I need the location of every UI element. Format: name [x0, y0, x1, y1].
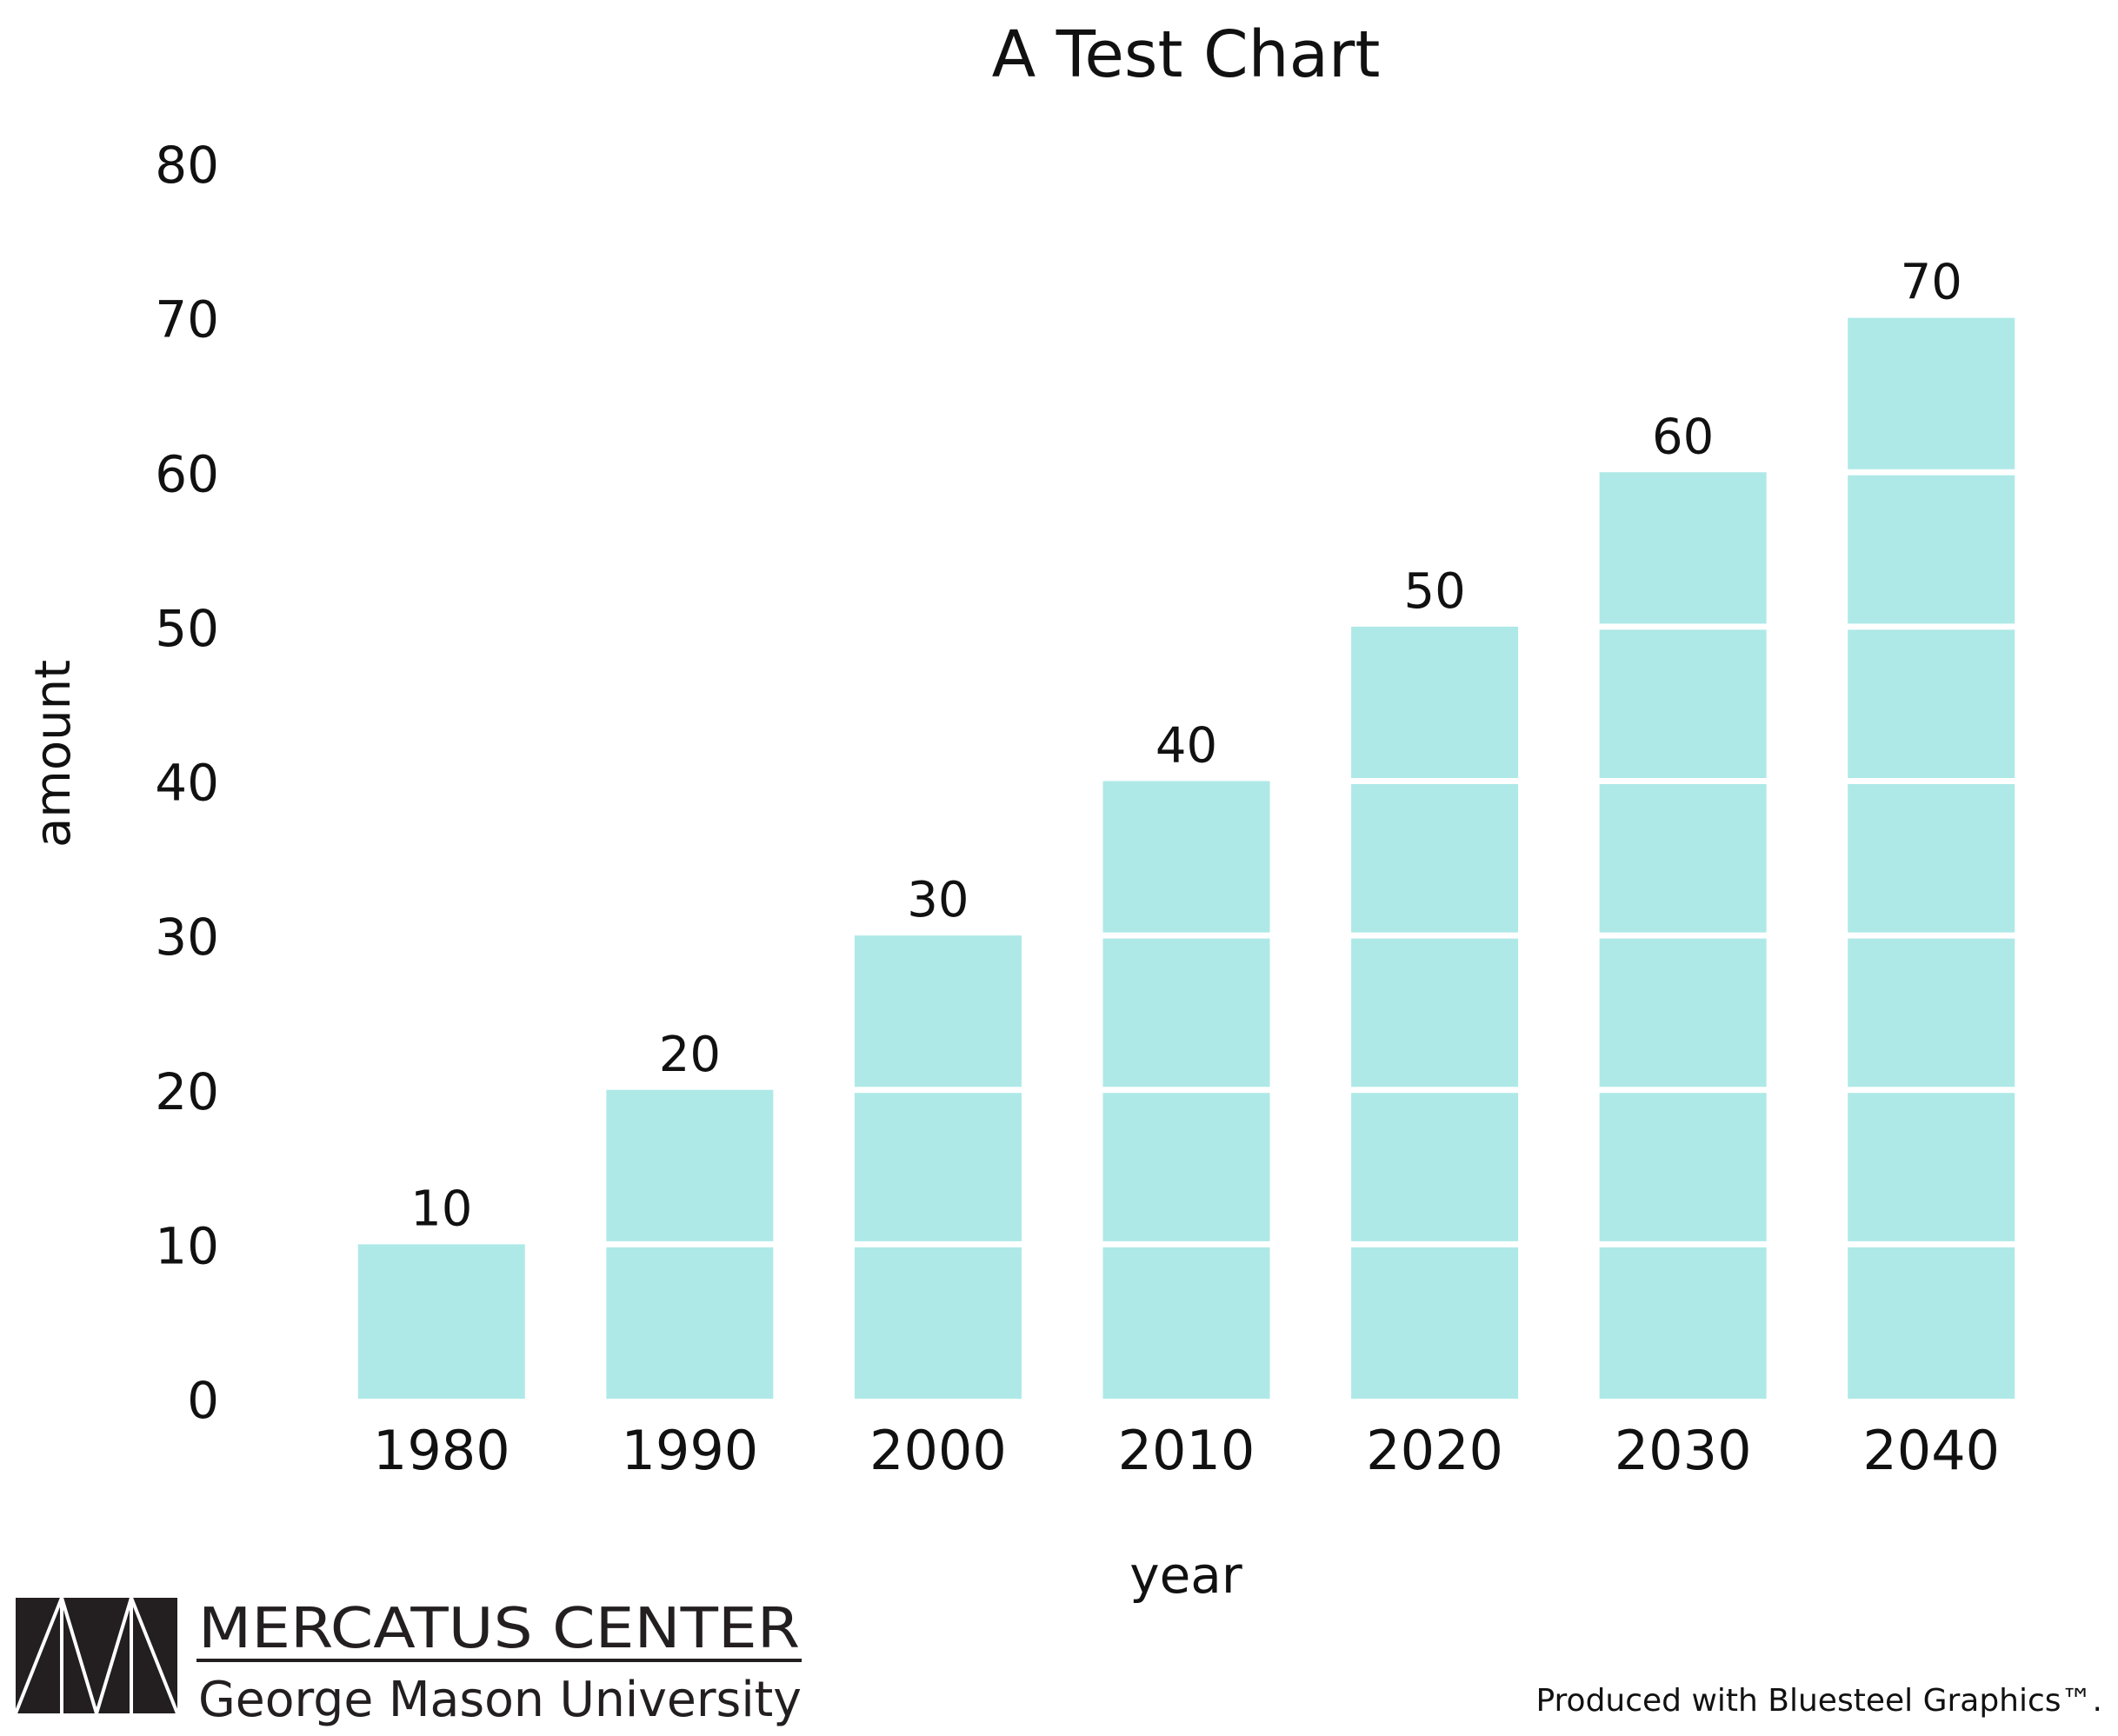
org-subtitle: George Mason University: [198, 1672, 802, 1728]
bar-segment: [1351, 626, 1519, 778]
bar-segment: [1848, 784, 2015, 933]
x-tick-label: 1990: [621, 1419, 758, 1482]
bar-segment: [1848, 1247, 2015, 1399]
y-tick-label: 60: [155, 444, 219, 503]
x-tick-labels: 1980 1990 2000 2010 2020 2030 2040: [373, 1419, 2000, 1482]
credit-text: Produced with Bluesteel Graphics™.: [1535, 1683, 2102, 1719]
data-label: 10: [410, 1181, 472, 1237]
bar-segment: [1102, 1093, 1270, 1241]
bar-segment: [1102, 1247, 1270, 1399]
bar-segment: [854, 1247, 1022, 1399]
bar-segment: [1351, 784, 1519, 933]
bar-segment: [1848, 629, 2015, 778]
chart-title: A Test Chart: [992, 17, 1381, 92]
bar-segment: [357, 1244, 525, 1399]
data-labels: 10 20 30 40 50 60 70: [410, 255, 1962, 1238]
bar-segment: [1848, 938, 2015, 1087]
bar-segment: [1599, 472, 1767, 624]
bar-2020: [1351, 626, 1519, 1399]
bars: [357, 317, 2015, 1399]
y-tick-labels: 0 10 20 30 40 50 60 70 80: [155, 136, 219, 1430]
bar-segment: [854, 935, 1022, 1087]
y-tick-label: 50: [155, 599, 219, 658]
y-tick-label: 30: [155, 908, 219, 967]
bar-segment: [1102, 781, 1270, 933]
mercatus-logo-mark: [14, 1597, 179, 1714]
x-tick-label: 1980: [373, 1419, 510, 1482]
data-label: 30: [907, 872, 969, 928]
bar-segment: [1848, 1093, 2015, 1241]
data-label: 60: [1652, 409, 1714, 465]
bar-segment: [1599, 1247, 1767, 1399]
y-tick-label: 20: [155, 1062, 219, 1121]
bar-segment: [606, 1089, 774, 1241]
data-label: 50: [1403, 563, 1465, 620]
x-tick-label: 2010: [1118, 1419, 1255, 1482]
data-label: 70: [1901, 255, 1962, 311]
bar-2030: [1599, 472, 1767, 1399]
y-tick-label: 40: [155, 754, 219, 813]
y-tick-label: 10: [155, 1216, 219, 1275]
org-name: MERCATUS CENTER: [198, 1597, 800, 1661]
bar-2010: [1102, 781, 1270, 1399]
bar-segment: [1599, 1093, 1767, 1241]
bar-segment: [1102, 938, 1270, 1087]
bar-segment: [1351, 938, 1519, 1087]
bar-segment: [1599, 784, 1767, 933]
bar-segment: [1351, 1093, 1519, 1241]
x-tick-label: 2030: [1615, 1419, 1752, 1482]
bar-2040: [1848, 317, 2015, 1399]
bar-2000: [854, 935, 1022, 1399]
bar-1990: [606, 1089, 774, 1399]
y-tick-label: 80: [155, 136, 219, 195]
bar-1980: [357, 1244, 525, 1399]
bar-segment: [606, 1247, 774, 1399]
data-label: 40: [1156, 718, 1217, 775]
x-tick-label: 2040: [1862, 1419, 2000, 1482]
bar-segment: [1599, 938, 1767, 1087]
x-tick-label: 2000: [869, 1419, 1007, 1482]
x-tick-label: 2020: [1366, 1419, 1503, 1482]
y-axis-label: amount: [25, 660, 82, 848]
bar-segment: [854, 1093, 1022, 1241]
data-label: 20: [659, 1027, 721, 1083]
y-tick-label: 70: [155, 290, 219, 349]
bar-segment: [1848, 317, 2015, 469]
y-tick-label: 0: [187, 1371, 219, 1430]
x-axis-label: year: [1129, 1546, 1242, 1605]
bar-segment: [1599, 629, 1767, 778]
bar-segment: [1351, 1247, 1519, 1399]
mercatus-logo: MERCATUS CENTER George Mason University: [14, 1597, 802, 1728]
bar-segment: [1848, 475, 2015, 624]
logo-divider: [196, 1659, 802, 1662]
